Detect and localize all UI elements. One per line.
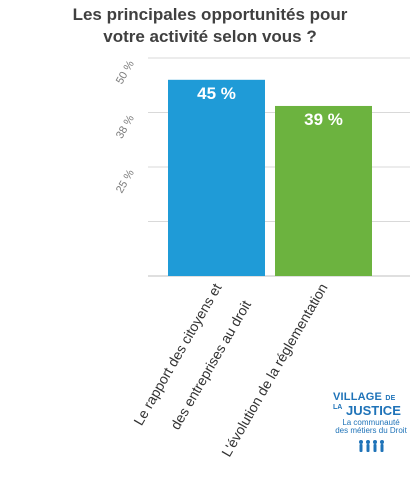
people-icon	[359, 440, 384, 452]
y-tick-label: 50 %	[114, 58, 137, 86]
y-axis-tick-labels: 50 % 38 % 25 %	[114, 58, 137, 195]
logo-text-de: DE	[385, 395, 396, 402]
chart-title-line-1: Les principales opportunités pour	[72, 5, 348, 24]
village-de-la-justice-logo: VILLAGE DE LA JUSTICE La communauté des …	[333, 392, 417, 457]
bars: 45 % 39 %	[168, 79, 372, 277]
bar	[168, 79, 265, 276]
chart-title-line-2: votre activité selon vous ?	[103, 27, 317, 46]
bar	[275, 105, 372, 277]
logo-tagline: La communauté des métiers du Droit	[333, 419, 409, 435]
bar-value-label: 39 %	[304, 110, 343, 129]
chart-title: Les principales opportunités pour votre …	[0, 4, 420, 48]
logo-tagline-1: La communauté	[342, 418, 400, 427]
y-tick-label: 25 %	[114, 167, 137, 195]
logo-tagline-2: des métiers du Droit	[335, 426, 407, 435]
logo-text-justice: JUSTICE	[345, 403, 401, 418]
logo-text-la: LA	[333, 404, 343, 411]
y-tick-label: 38 %	[114, 113, 137, 141]
bar-value-label: 45 %	[197, 84, 236, 103]
logo-text-village: VILLAGE	[333, 391, 383, 403]
